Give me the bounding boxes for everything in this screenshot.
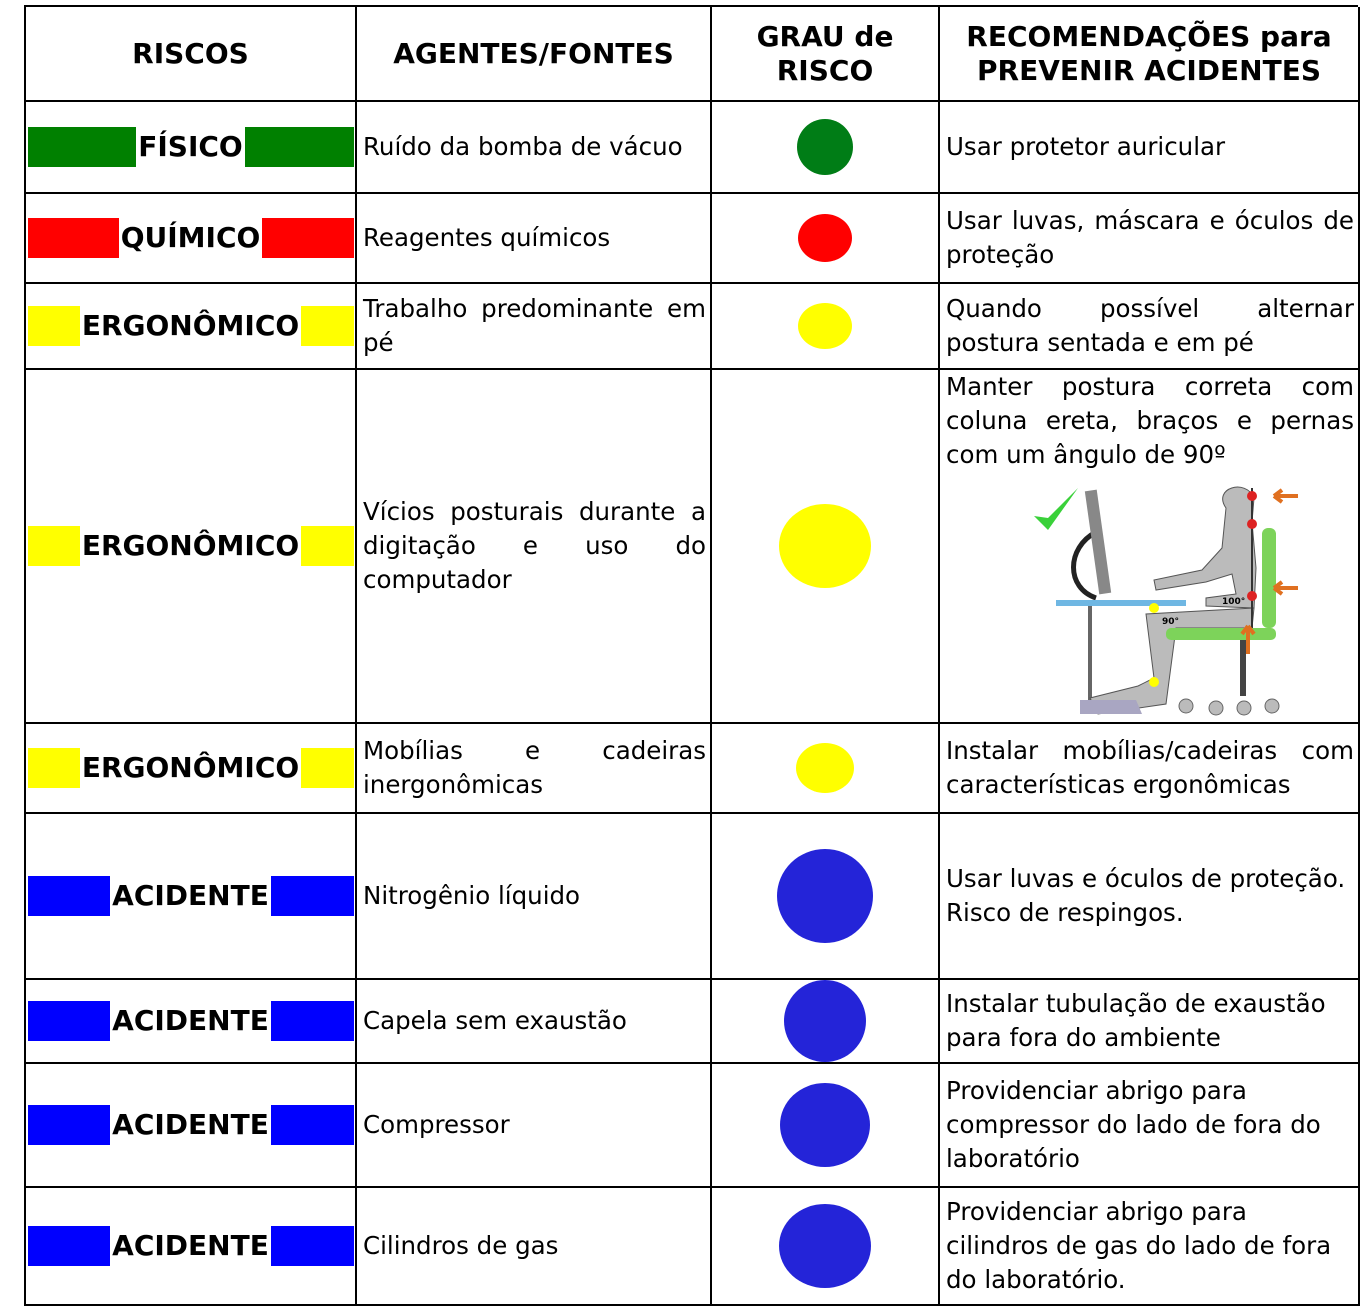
recommendation-cell: Quando possível alternar postura sentada… — [940, 284, 1360, 370]
risk-circle — [779, 504, 871, 588]
risk-label: ERGONÔMICO — [79, 526, 302, 566]
agent-cell: Cilindros de gas — [357, 1188, 712, 1306]
agent-text: Cilindros de gas — [363, 1231, 559, 1260]
recommendation-cell: Usar protetor auricular — [940, 102, 1360, 194]
risk-cell: QUÍMICO — [26, 194, 357, 284]
risk-circle — [798, 303, 852, 349]
risk-bar: ACIDENTE — [27, 1226, 354, 1266]
degree-cell — [712, 980, 940, 1064]
agent-text: Compressor — [363, 1110, 510, 1139]
header-text: GRAU de RISCO — [756, 19, 894, 87]
risk-label: ACIDENTE — [110, 876, 271, 916]
agent-cell: Trabalho predominante em pé — [357, 284, 712, 370]
recommendation-cell: Usar luvas, máscara e óculos de proteção — [940, 194, 1360, 284]
risk-circle — [796, 743, 854, 793]
recommendation-cell: Instalar mobílias/cadeiras com caracterí… — [940, 724, 1360, 814]
risk-cell: ACIDENTE — [26, 1064, 357, 1188]
risk-bar: FÍSICO — [27, 127, 354, 167]
degree-cell — [712, 1188, 940, 1306]
risk-circle — [798, 214, 852, 262]
recommendation-cell: Manter postura correta com coluna ereta,… — [940, 370, 1360, 724]
agent-text: Trabalho predominante em pé — [363, 294, 706, 357]
risk-circle — [780, 1083, 870, 1167]
angle-label: 100° — [1222, 597, 1245, 607]
risk-cell: ACIDENTE — [26, 814, 357, 980]
header-text: RECOMENDAÇÕES para PREVENIR ACIDENTES — [966, 19, 1332, 87]
posture-illustration: 100° 90° — [1034, 486, 1298, 716]
risk-cell: ERGONÔMICO — [26, 724, 357, 814]
recommendation-text: Providenciar abrigo para compressor do l… — [946, 1076, 1321, 1173]
agent-text: Vícios posturais durante a digitação e u… — [363, 497, 706, 594]
risk-label: ACIDENTE — [110, 1001, 271, 1041]
agent-cell: Capela sem exaustão — [357, 980, 712, 1064]
agent-text: Ruído da bomba de vácuo — [363, 132, 683, 161]
recommendation-cell: Usar luvas e óculos de proteção. Risco d… — [940, 814, 1360, 980]
recommendation-text: Providenciar abrigo para cilindros de ga… — [946, 1197, 1332, 1294]
header-cell: RISCOS — [26, 7, 357, 102]
risk-cell: ACIDENTE — [26, 980, 357, 1064]
risk-bar: ERGONÔMICO — [27, 306, 354, 346]
header-text: AGENTES/FONTES — [393, 36, 674, 70]
risk-bar: ACIDENTE — [27, 1001, 354, 1041]
header-cell: RECOMENDAÇÕES para PREVENIR ACIDENTES — [940, 7, 1360, 102]
agent-text: Nitrogênio líquido — [363, 881, 581, 910]
risk-bar: QUÍMICO — [27, 218, 354, 258]
agent-cell: Mobílias e cadeiras inergonômicas — [357, 724, 712, 814]
header-cell: GRAU de RISCO — [712, 7, 940, 102]
risk-cell: ERGONÔMICO — [26, 284, 357, 370]
agent-cell: Vícios posturais durante a digitação e u… — [357, 370, 712, 724]
risk-circle — [797, 119, 853, 175]
risk-circle — [779, 1204, 871, 1288]
angle-label: 90° — [1162, 617, 1179, 627]
recommendation-text: Instalar tubulação de exaustão para fora… — [946, 989, 1326, 1052]
risk-label: ERGONÔMICO — [79, 306, 302, 346]
agent-cell: Ruído da bomba de vácuo — [357, 102, 712, 194]
header-cell: AGENTES/FONTES — [357, 7, 712, 102]
recommendation-text: Quando possível alternar postura sentada… — [946, 294, 1354, 357]
risk-label: ACIDENTE — [110, 1226, 271, 1266]
risk-bar: ACIDENTE — [27, 1105, 354, 1145]
risk-circle — [784, 980, 866, 1062]
risk-label: ERGONÔMICO — [79, 748, 302, 788]
risk-cell: FÍSICO — [26, 102, 357, 194]
degree-cell — [712, 1064, 940, 1188]
recommendation-text: Usar luvas, máscara e óculos de proteção — [946, 206, 1354, 269]
recommendation-text: Manter postura correta com coluna ereta,… — [946, 372, 1354, 469]
degree-cell — [712, 284, 940, 370]
recommendation-text: Usar luvas e óculos de proteção. Risco d… — [946, 864, 1346, 927]
risk-label: QUÍMICO — [118, 218, 263, 258]
degree-cell — [712, 724, 940, 814]
agent-text: Mobílias e cadeiras inergonômicas — [363, 736, 706, 799]
degree-cell — [712, 814, 940, 980]
agent-cell: Nitrogênio líquido — [357, 814, 712, 980]
recommendation-text: Instalar mobílias/cadeiras com caracterí… — [946, 736, 1354, 799]
risk-label: FÍSICO — [136, 127, 245, 167]
risk-cell: ACIDENTE — [26, 1188, 357, 1306]
agent-text: Capela sem exaustão — [363, 1006, 627, 1035]
agent-text: Reagentes químicos — [363, 223, 611, 252]
recommendation-cell: Providenciar abrigo para cilindros de ga… — [940, 1188, 1360, 1306]
recommendation-cell: Instalar tubulação de exaustão para fora… — [940, 980, 1360, 1064]
risk-circle — [777, 849, 873, 943]
risk-label: ACIDENTE — [110, 1105, 271, 1145]
recommendation-text: Usar protetor auricular — [946, 132, 1226, 161]
header-text: RISCOS — [132, 36, 249, 70]
agent-cell: Compressor — [357, 1064, 712, 1188]
risk-bar: ERGONÔMICO — [27, 748, 354, 788]
degree-cell — [712, 370, 940, 724]
risk-bar: ACIDENTE — [27, 876, 354, 916]
degree-cell — [712, 194, 940, 284]
degree-cell — [712, 102, 940, 194]
agent-cell: Reagentes químicos — [357, 194, 712, 284]
recommendation-cell: Providenciar abrigo para compressor do l… — [940, 1064, 1360, 1188]
risk-cell: ERGONÔMICO — [26, 370, 357, 724]
risk-bar: ERGONÔMICO — [27, 526, 354, 566]
risk-table: RISCOS AGENTES/FONTES GRAU de RISCO RECOMEN… — [24, 5, 1360, 1306]
